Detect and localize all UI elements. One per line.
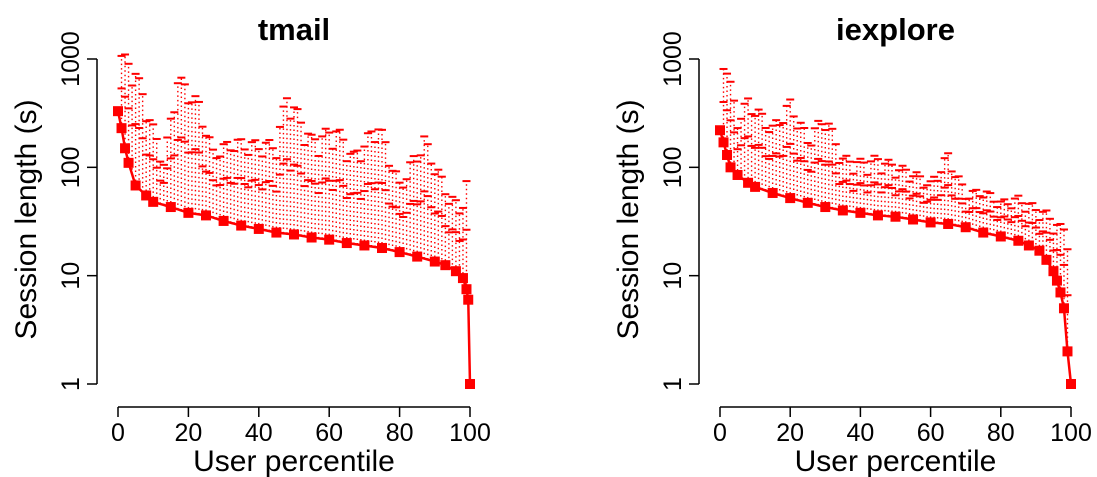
iexplore-median-point — [820, 202, 831, 213]
iexplore-median-point — [1041, 254, 1052, 265]
iexplore-median-point — [995, 231, 1006, 242]
tmail-median-point — [148, 196, 159, 207]
tmail-median-point — [120, 143, 131, 154]
tmail-median-point — [218, 215, 229, 226]
tmail-median-point — [359, 240, 370, 251]
iexplore-median-point — [802, 197, 813, 208]
tmail-x-tick-label: 60 — [315, 419, 343, 447]
tmail-median-point — [123, 157, 134, 168]
iexplore-x-tick-label: 100 — [1050, 419, 1092, 447]
tmail-median-point — [116, 123, 127, 134]
iexplore-median-point — [855, 207, 866, 218]
iexplore-median-point — [1034, 245, 1045, 256]
tmail-median-point — [440, 260, 451, 271]
tmail-median-point — [201, 210, 211, 221]
tmail-median-point — [324, 234, 335, 245]
tmail-y-tick-label: 1 — [57, 377, 85, 391]
tmail-median-point — [377, 243, 387, 254]
tmail-median-point — [341, 238, 352, 249]
iexplore-median-point — [732, 169, 743, 180]
iexplore-median-point — [1048, 266, 1059, 277]
iexplore-median-point — [890, 211, 901, 222]
tmail-x-tick-label: 40 — [245, 419, 273, 447]
iexplore-median-point — [718, 137, 729, 148]
tmail-median-point — [141, 190, 152, 201]
tmail-median-point — [113, 106, 123, 117]
iexplore-median-line — [718, 129, 1073, 385]
tmail-median-point — [165, 202, 176, 213]
iexplore-median-point — [978, 227, 989, 238]
tmail-median-point — [271, 227, 282, 238]
iexplore-median-point — [960, 222, 971, 233]
iexplore-x-tick-label: 80 — [987, 419, 1015, 447]
iexplore-title: iexplore — [836, 12, 955, 47]
tmail-median-point — [236, 220, 247, 231]
iexplore-median-point — [767, 187, 778, 198]
iexplore-median-point — [925, 217, 936, 228]
tmail-median-point — [289, 229, 299, 240]
iexplore-median-point — [743, 177, 754, 188]
tmail-y-tick-label: 10 — [57, 262, 85, 290]
tmail-median-point — [450, 266, 461, 277]
iexplore-median-point — [785, 193, 796, 204]
iexplore-median-point — [1058, 303, 1069, 314]
iexplore-median-point — [872, 210, 883, 221]
iexplore-median-point — [1066, 379, 1076, 389]
tmail-y-axis-label: Session length (s) — [10, 99, 43, 339]
tmail-x-tick-label: 20 — [174, 419, 202, 447]
iexplore-median-point — [750, 181, 761, 192]
tmail-median-point — [429, 256, 440, 267]
iexplore-x-tick-label: 60 — [917, 419, 945, 447]
iexplore-median-point — [1051, 275, 1062, 286]
iexplore-y-axis-label: Session length (s) — [612, 99, 645, 339]
iexplore-x-axis-label: User percentile — [795, 445, 997, 477]
tmail-x-axis-label: User percentile — [193, 445, 395, 477]
iexplore-median-point — [837, 205, 848, 216]
tmail-x-tick-label: 100 — [449, 419, 491, 447]
iexplore-median-point — [1023, 240, 1034, 251]
tmail-title: tmail — [258, 12, 330, 47]
iexplore-panel: iexplore 1 10 100 1000 Session length (s) 0 20 4… — [612, 12, 1092, 477]
iexplore-median-point — [1055, 287, 1066, 298]
iexplore-median-point — [715, 125, 725, 136]
iexplore-y-tick-label: 10 — [659, 262, 687, 290]
tmail-median-point — [253, 223, 264, 234]
iexplore-x-tick-label: 20 — [776, 419, 804, 447]
tmail-y-tick-label: 1000 — [57, 31, 85, 87]
tmail-median-point — [461, 284, 472, 295]
tmail-median-point — [465, 379, 475, 389]
iexplore-x-tick-label: 40 — [846, 419, 874, 447]
tmail-median-point — [412, 251, 423, 262]
iexplore-y-tick-label: 100 — [659, 146, 687, 188]
iexplore-median-point — [943, 218, 954, 229]
iexplore-median-point — [908, 214, 919, 225]
tmail-x-tick-label: 0 — [111, 419, 125, 447]
iexplore-median-point — [725, 162, 736, 173]
tmail-median-point — [457, 273, 468, 284]
iexplore-median-point — [1013, 235, 1024, 246]
tmail-median-point — [183, 207, 194, 218]
iexplore-median-point — [722, 149, 733, 160]
tmail-y-tick-label: 100 — [57, 146, 85, 188]
tmail-panel: tmail 1 10 100 1000 Session length (s) 0 20 40 60… — [10, 12, 491, 477]
iexplore-x-tick-label: 0 — [713, 419, 727, 447]
tmail-median-point — [306, 232, 317, 243]
iexplore-y-tick-label: 1 — [659, 377, 687, 391]
tmail-median-point — [394, 247, 405, 258]
tmail-median-point — [130, 180, 141, 191]
tmail-x-tick-label: 80 — [386, 419, 414, 447]
tmail-median-point — [463, 294, 474, 305]
iexplore-median-point — [1062, 346, 1073, 357]
iexplore-y-tick-label: 1000 — [659, 31, 687, 87]
